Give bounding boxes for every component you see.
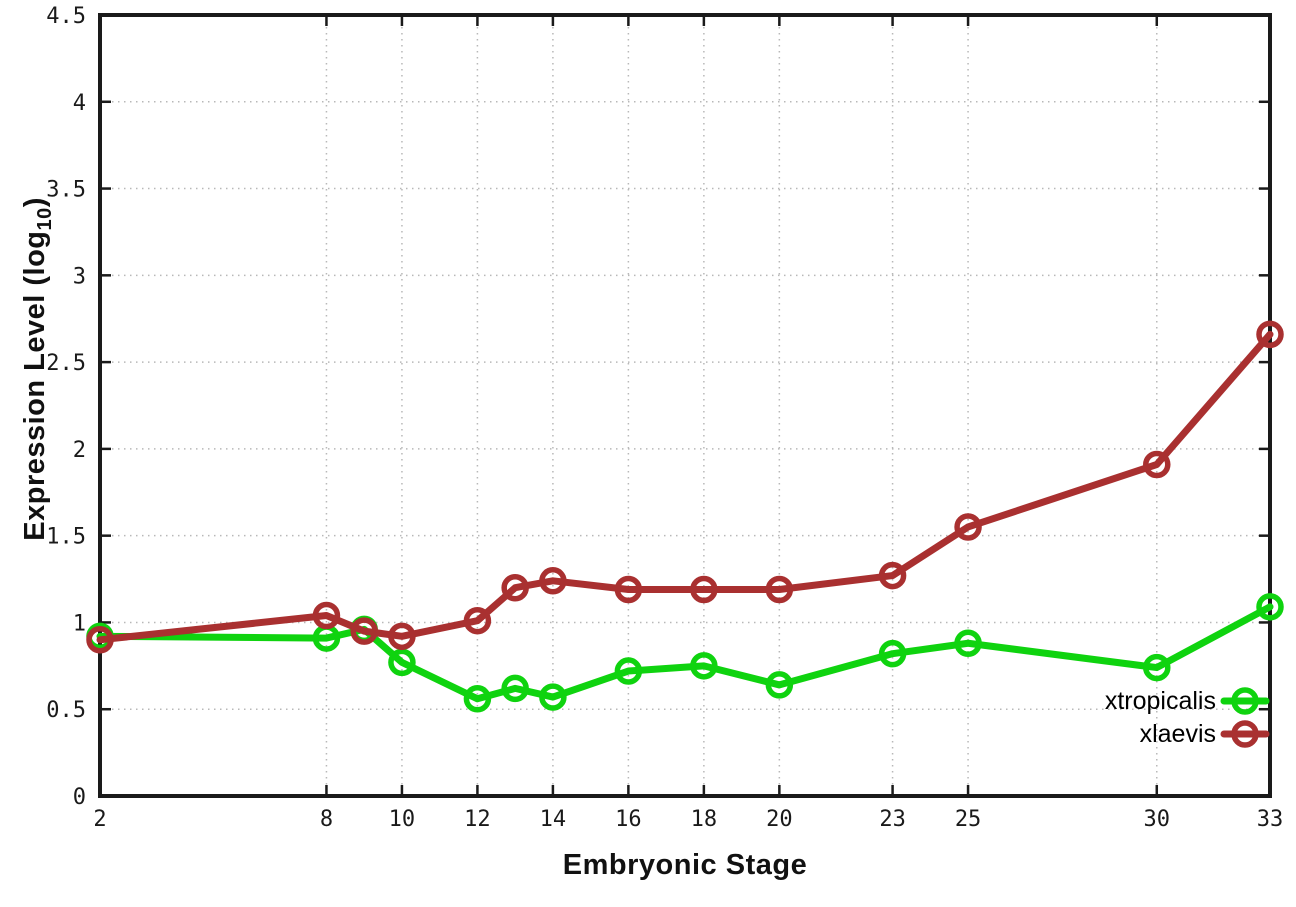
data-point-xtropicalis: [1256, 593, 1284, 621]
y-tick-label: 4: [73, 91, 86, 116]
data-point-xlaevis: [1143, 450, 1171, 479]
data-point-xlaevis: [388, 622, 416, 651]
y-tick-label: 2.5: [46, 351, 86, 376]
x-tick-label: 10: [389, 807, 416, 832]
x-axis-title: Embryonic Stage: [562, 849, 808, 881]
data-point-xtropicalis: [1143, 653, 1171, 682]
x-tick-label: 18: [691, 807, 718, 832]
x-tick-label: 20: [766, 807, 793, 832]
data-point-xtropicalis: [765, 671, 794, 699]
data-point-xlaevis: [765, 575, 794, 604]
x-tick-label: 8: [320, 807, 333, 832]
legend-label-xtropicalis: xtropicalis: [1105, 687, 1216, 715]
y-tick-label: 2: [73, 438, 86, 463]
data-point-xtropicalis: [878, 639, 907, 668]
data-point-xlaevis: [954, 513, 982, 541]
y-axis-title-close: ): [19, 197, 52, 208]
data-point-xtropicalis: [501, 674, 529, 703]
data-point-xtropicalis: [539, 683, 567, 711]
data-point-xlaevis: [614, 575, 643, 604]
y-tick-label: 3.5: [46, 178, 86, 203]
data-point-xlaevis: [463, 606, 492, 635]
x-tick-label: 33: [1257, 807, 1284, 832]
data-point-xlaevis: [1256, 320, 1284, 349]
data-point-xtropicalis: [388, 648, 416, 677]
data-point-xlaevis: [312, 601, 341, 630]
y-tick-label: 0.5: [46, 698, 86, 723]
legend-sample-marker-xtropicalis: [1231, 687, 1259, 715]
series-line-xlaevis: [96, 330, 1274, 644]
y-tick-label: 1.5: [46, 525, 86, 550]
y-axis-title-text: Expression Level (log: [19, 230, 52, 541]
data-point-xtropicalis: [614, 657, 643, 685]
data-point-xlaevis: [878, 561, 907, 590]
data-point-xlaevis: [86, 626, 114, 654]
data-point-xtropicalis: [463, 685, 492, 713]
legend-label-xlaevis: xlaevis: [1140, 720, 1216, 748]
y-axis-title: Expression Level (log10): [19, 119, 57, 619]
data-point-xtropicalis: [954, 629, 982, 658]
plot-border: [98, 13, 1272, 798]
data-point-xlaevis: [350, 617, 378, 645]
y-tick-label: 0: [73, 785, 86, 810]
data-point-xtropicalis: [690, 652, 718, 680]
x-tick-label: 16: [615, 807, 642, 832]
x-tick-label: 14: [540, 807, 567, 832]
x-tick-label: 12: [464, 807, 491, 832]
data-point-xlaevis: [501, 573, 529, 602]
y-axis-title-subscript: 10: [33, 207, 56, 231]
x-tick-label: 23: [879, 807, 906, 832]
data-point-xlaevis: [690, 575, 718, 604]
y-tick-label: 1: [73, 611, 86, 636]
legend-sample-marker-xlaevis: [1231, 720, 1259, 748]
y-tick-label: 3: [73, 264, 86, 289]
x-tick-label: 2: [93, 807, 106, 832]
data-point-xlaevis: [539, 567, 567, 595]
x-tick-label: 25: [955, 807, 982, 832]
x-tick-label: 30: [1144, 807, 1171, 832]
y-tick-label: 4.5: [46, 4, 86, 29]
